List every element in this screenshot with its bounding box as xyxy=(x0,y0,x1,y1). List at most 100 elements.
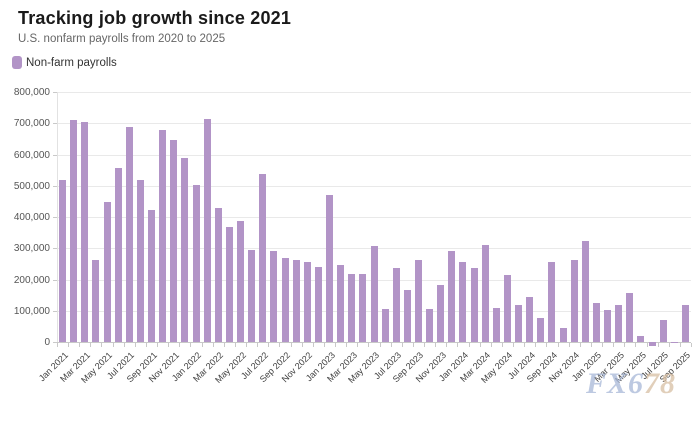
x-tick xyxy=(168,343,170,347)
x-tick xyxy=(279,343,281,347)
plot-area xyxy=(57,92,691,347)
bar[interactable] xyxy=(348,274,356,342)
x-tick xyxy=(479,343,481,347)
gridline xyxy=(57,123,691,125)
legend-label: Non-farm payrolls xyxy=(26,56,117,69)
bar[interactable] xyxy=(170,139,178,342)
bar[interactable] xyxy=(470,268,478,342)
bar[interactable] xyxy=(81,122,89,342)
bar[interactable] xyxy=(648,342,656,347)
bar[interactable] xyxy=(681,304,689,342)
bar[interactable] xyxy=(136,179,144,342)
bar[interactable] xyxy=(659,319,667,342)
bar[interactable] xyxy=(192,184,200,342)
y-tick-label: 500,000 xyxy=(13,180,50,192)
bar[interactable] xyxy=(570,260,578,342)
x-tick xyxy=(624,343,626,347)
y-axis-line xyxy=(57,92,58,342)
x-tick xyxy=(179,343,181,347)
x-tick xyxy=(657,343,659,347)
x-tick xyxy=(468,343,470,347)
bar[interactable] xyxy=(70,120,78,342)
bar[interactable] xyxy=(559,328,567,342)
bar[interactable] xyxy=(292,260,300,342)
bar[interactable] xyxy=(381,309,389,342)
x-tick xyxy=(490,343,492,347)
x-tick xyxy=(590,343,592,347)
x-tick xyxy=(646,343,648,347)
bar[interactable] xyxy=(604,310,612,342)
legend[interactable]: Non-farm payrolls xyxy=(12,56,117,69)
bar[interactable] xyxy=(548,262,556,342)
bar[interactable] xyxy=(303,262,311,342)
x-tick xyxy=(268,343,270,347)
bar[interactable] xyxy=(503,274,511,342)
x-tick xyxy=(557,343,559,347)
bar[interactable] xyxy=(103,202,111,342)
bar[interactable] xyxy=(626,292,634,342)
gridline xyxy=(57,154,691,156)
bar[interactable] xyxy=(448,251,456,342)
bar[interactable] xyxy=(281,257,289,342)
x-tick xyxy=(323,343,325,347)
y-tick xyxy=(53,185,57,187)
bar[interactable] xyxy=(581,241,589,342)
y-tick xyxy=(53,217,57,218)
bar[interactable] xyxy=(537,317,545,342)
bar[interactable] xyxy=(670,342,678,344)
chart-subtitle: U.S. nonfarm payrolls from 2020 to 2025 xyxy=(18,33,226,45)
y-tick xyxy=(53,310,57,312)
x-tick xyxy=(157,343,159,347)
bar[interactable] xyxy=(248,250,256,342)
bar[interactable] xyxy=(326,194,333,342)
x-tick xyxy=(246,343,248,347)
x-axis-line xyxy=(57,342,691,343)
bar[interactable] xyxy=(426,309,434,342)
x-tick xyxy=(123,343,125,347)
bar[interactable] xyxy=(92,259,100,342)
x-tick xyxy=(535,343,537,347)
bar[interactable] xyxy=(114,167,122,342)
bar[interactable] xyxy=(459,262,467,342)
bar[interactable] xyxy=(181,158,189,342)
bar[interactable] xyxy=(492,308,500,342)
bar[interactable] xyxy=(637,336,645,342)
x-tick xyxy=(112,343,114,347)
y-tick xyxy=(53,154,57,156)
x-tick xyxy=(635,343,637,347)
bar[interactable] xyxy=(314,267,322,342)
bar[interactable] xyxy=(437,285,445,342)
x-tick xyxy=(234,343,236,347)
bar[interactable] xyxy=(592,302,600,342)
x-tick xyxy=(602,343,604,347)
bar[interactable] xyxy=(125,126,133,342)
bar[interactable] xyxy=(615,304,623,342)
x-tick xyxy=(223,343,225,347)
bar[interactable] xyxy=(403,290,411,342)
bar[interactable] xyxy=(203,118,211,342)
bar[interactable] xyxy=(481,245,489,342)
x-tick xyxy=(201,343,203,347)
bar[interactable] xyxy=(148,209,156,342)
x-tick xyxy=(579,343,581,347)
bar[interactable] xyxy=(214,207,222,342)
bar[interactable] xyxy=(359,274,367,342)
bar[interactable] xyxy=(270,250,278,342)
bar[interactable] xyxy=(392,268,400,342)
bar[interactable] xyxy=(370,246,378,342)
bar[interactable] xyxy=(59,179,67,342)
x-tick xyxy=(57,343,58,347)
bar[interactable] xyxy=(159,130,167,342)
bar[interactable] xyxy=(515,305,523,342)
x-tick xyxy=(79,343,81,347)
y-tick xyxy=(53,123,57,125)
x-tick xyxy=(379,343,381,347)
bar[interactable] xyxy=(259,174,267,342)
bar[interactable] xyxy=(414,260,422,342)
bar[interactable] xyxy=(337,264,345,342)
bar[interactable] xyxy=(526,297,534,342)
bar[interactable] xyxy=(237,221,245,342)
bar[interactable] xyxy=(225,227,233,342)
gridline xyxy=(57,185,691,187)
